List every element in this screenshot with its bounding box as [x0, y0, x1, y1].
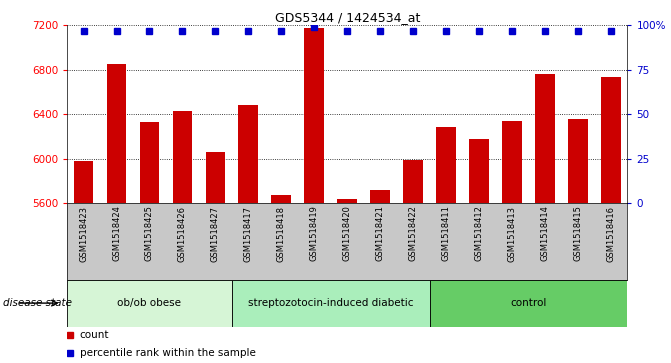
- Title: GDS5344 / 1424534_at: GDS5344 / 1424534_at: [274, 11, 420, 24]
- Bar: [338, 199, 357, 203]
- Text: disease state: disease state: [3, 298, 72, 308]
- Bar: [370, 190, 390, 203]
- Text: streptozotocin-induced diabetic: streptozotocin-induced diabetic: [248, 298, 413, 308]
- Text: GSM1518416: GSM1518416: [607, 205, 615, 262]
- Bar: [403, 160, 423, 203]
- Text: ob/ob obese: ob/ob obese: [117, 298, 181, 308]
- Text: GSM1518422: GSM1518422: [409, 205, 417, 261]
- Bar: [172, 111, 193, 203]
- Bar: [568, 119, 588, 203]
- Text: GSM1518426: GSM1518426: [178, 205, 187, 262]
- Text: GSM1518423: GSM1518423: [79, 205, 88, 262]
- Bar: [429, 280, 627, 327]
- Text: GSM1518412: GSM1518412: [474, 205, 484, 261]
- Text: GSM1518425: GSM1518425: [145, 205, 154, 261]
- Bar: [205, 152, 225, 203]
- Bar: [436, 127, 456, 203]
- Bar: [232, 280, 429, 327]
- Bar: [67, 280, 232, 327]
- Text: GSM1518421: GSM1518421: [376, 205, 384, 261]
- Text: GSM1518411: GSM1518411: [442, 205, 451, 261]
- Bar: [535, 74, 555, 203]
- Bar: [272, 196, 291, 203]
- Text: GSM1518418: GSM1518418: [277, 205, 286, 262]
- Bar: [601, 77, 621, 203]
- Bar: [140, 122, 160, 203]
- Bar: [238, 105, 258, 203]
- Text: GSM1518419: GSM1518419: [310, 205, 319, 261]
- Bar: [305, 28, 324, 203]
- Text: GSM1518424: GSM1518424: [112, 205, 121, 261]
- Text: GSM1518415: GSM1518415: [574, 205, 582, 261]
- Text: control: control: [511, 298, 547, 308]
- Bar: [469, 139, 489, 203]
- Text: GSM1518420: GSM1518420: [343, 205, 352, 261]
- Text: percentile rank within the sample: percentile rank within the sample: [80, 348, 256, 358]
- Text: GSM1518427: GSM1518427: [211, 205, 220, 262]
- Bar: [74, 161, 93, 203]
- Text: GSM1518413: GSM1518413: [507, 205, 517, 262]
- Bar: [502, 121, 522, 203]
- Text: GSM1518414: GSM1518414: [540, 205, 550, 261]
- Text: count: count: [80, 330, 109, 340]
- Text: GSM1518417: GSM1518417: [244, 205, 253, 262]
- Bar: [107, 64, 126, 203]
